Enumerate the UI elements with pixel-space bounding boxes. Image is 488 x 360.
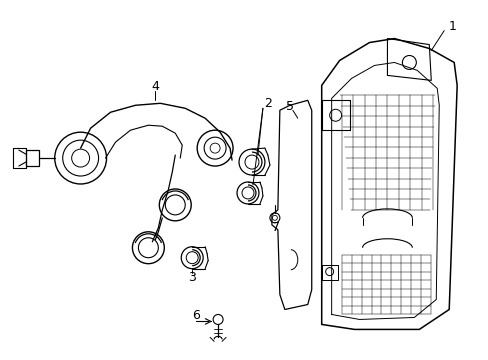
Text: 1: 1 xyxy=(447,20,455,33)
Text: 2: 2 xyxy=(264,97,271,110)
Text: 5: 5 xyxy=(285,100,293,113)
Text: 3: 3 xyxy=(188,271,196,284)
Text: 4: 4 xyxy=(151,80,159,93)
Text: 7: 7 xyxy=(271,221,279,234)
Text: 6: 6 xyxy=(192,309,200,322)
